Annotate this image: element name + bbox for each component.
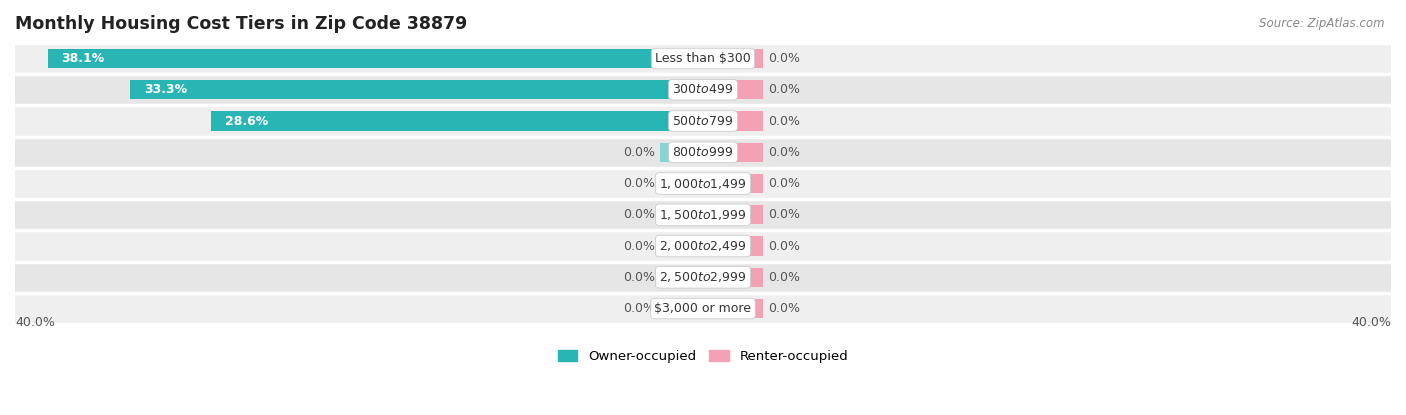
Bar [703,205,763,225]
Bar [211,111,703,131]
Text: Monthly Housing Cost Tiers in Zip Code 38879: Monthly Housing Cost Tiers in Zip Code 3… [15,15,467,33]
Text: $1,000 to $1,499: $1,000 to $1,499 [659,176,747,190]
Text: $2,500 to $2,999: $2,500 to $2,999 [659,270,747,284]
Text: Less than $300: Less than $300 [655,52,751,65]
Bar [659,299,703,318]
Text: 28.6%: 28.6% [225,115,269,127]
Bar [703,299,763,318]
Bar [703,49,763,68]
Text: 0.0%: 0.0% [623,271,655,284]
Text: $2,000 to $2,499: $2,000 to $2,499 [659,239,747,253]
Text: 33.3%: 33.3% [143,83,187,96]
Text: 0.0%: 0.0% [623,302,655,315]
Bar [659,237,703,256]
Bar [15,43,1391,74]
Bar [703,174,763,193]
Bar [15,199,1391,230]
Text: 38.1%: 38.1% [62,52,104,65]
Text: $300 to $499: $300 to $499 [672,83,734,96]
Text: 0.0%: 0.0% [623,208,655,221]
Bar [48,49,703,68]
Text: 0.0%: 0.0% [623,239,655,253]
Text: 40.0%: 40.0% [1351,316,1391,329]
Text: 0.0%: 0.0% [768,83,800,96]
Text: 40.0%: 40.0% [15,316,55,329]
Text: $800 to $999: $800 to $999 [672,146,734,159]
Text: 0.0%: 0.0% [768,208,800,221]
Bar [15,168,1391,199]
Bar [15,105,1391,137]
Bar [659,205,703,225]
Bar [659,143,703,162]
Bar [703,143,763,162]
Text: 0.0%: 0.0% [768,52,800,65]
Text: $3,000 or more: $3,000 or more [655,302,751,315]
Bar [15,262,1391,293]
Text: 0.0%: 0.0% [768,146,800,159]
Bar [659,268,703,287]
Bar [15,230,1391,262]
Bar [703,237,763,256]
Text: 0.0%: 0.0% [768,177,800,190]
Bar [659,174,703,193]
Text: $500 to $799: $500 to $799 [672,115,734,127]
Bar [15,137,1391,168]
Bar [703,111,763,131]
Text: 0.0%: 0.0% [623,177,655,190]
Bar [131,80,703,100]
Text: 0.0%: 0.0% [768,302,800,315]
Text: 0.0%: 0.0% [623,146,655,159]
Text: $1,500 to $1,999: $1,500 to $1,999 [659,208,747,222]
Text: 0.0%: 0.0% [768,115,800,127]
Legend: Owner-occupied, Renter-occupied: Owner-occupied, Renter-occupied [553,344,853,368]
Text: 0.0%: 0.0% [768,271,800,284]
Bar [703,80,763,100]
Bar [703,268,763,287]
Bar [15,74,1391,105]
Bar [15,293,1391,324]
Text: Source: ZipAtlas.com: Source: ZipAtlas.com [1260,17,1385,29]
Text: 0.0%: 0.0% [768,239,800,253]
